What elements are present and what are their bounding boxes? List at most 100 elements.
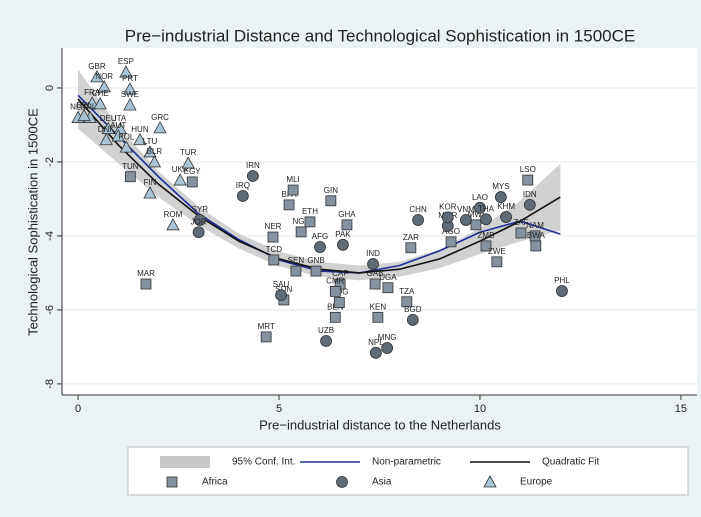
point-label: MNG bbox=[378, 333, 397, 342]
data-point bbox=[119, 65, 133, 78]
point-label: BEL bbox=[77, 101, 93, 110]
point-label: IRL bbox=[84, 103, 97, 112]
point-label: SDN bbox=[275, 285, 292, 294]
data-point bbox=[268, 254, 280, 266]
point-label: MLI bbox=[286, 175, 299, 184]
data-point bbox=[337, 238, 349, 251]
y-tick-label: -2 bbox=[44, 157, 56, 167]
legend-label: Europe bbox=[520, 477, 553, 488]
point-label: ROM bbox=[164, 210, 183, 219]
point-label: MRT bbox=[258, 322, 275, 331]
data-point bbox=[173, 173, 187, 186]
point-label: PRT bbox=[122, 74, 138, 83]
data-point bbox=[325, 195, 337, 207]
data-point bbox=[193, 214, 206, 226]
point-label: GNB bbox=[307, 256, 324, 265]
point-label: BWA bbox=[527, 231, 546, 240]
point-label: FIN bbox=[144, 178, 157, 187]
point-label: LAO bbox=[472, 193, 488, 202]
data-point bbox=[480, 240, 492, 252]
data-point bbox=[77, 108, 91, 122]
data-point bbox=[290, 265, 302, 277]
point-label: AGO bbox=[442, 227, 460, 236]
point-label: CHE bbox=[92, 89, 109, 98]
point-label: FRA bbox=[84, 88, 101, 97]
data-point bbox=[153, 121, 167, 134]
data-point bbox=[99, 132, 113, 146]
data-point bbox=[341, 219, 353, 231]
data-point bbox=[314, 241, 326, 253]
point-label: AUT bbox=[110, 121, 126, 130]
point-label: VNM bbox=[457, 205, 475, 214]
data-point bbox=[287, 184, 299, 196]
data-point bbox=[111, 129, 125, 142]
data-point bbox=[133, 132, 147, 146]
legend bbox=[127, 446, 689, 496]
data-point bbox=[267, 231, 279, 243]
data-point bbox=[101, 121, 115, 135]
x-tick-label: 10 bbox=[474, 403, 486, 415]
y-tick-label: -4 bbox=[44, 231, 56, 241]
data-point bbox=[522, 174, 534, 186]
point-label: UZB bbox=[318, 326, 334, 335]
point-label: ITA bbox=[114, 114, 127, 123]
data-point bbox=[474, 201, 486, 214]
point-label: GBR bbox=[88, 62, 106, 71]
point-label: ZAR bbox=[403, 233, 419, 242]
data-point bbox=[275, 289, 287, 302]
legend-swatch bbox=[166, 476, 178, 488]
legend-label: Asia bbox=[372, 477, 392, 488]
point-label: NGA bbox=[292, 217, 310, 226]
data-point bbox=[166, 217, 180, 231]
data-point bbox=[530, 240, 542, 252]
data-point bbox=[304, 216, 316, 228]
data-point bbox=[470, 219, 482, 231]
data-point bbox=[406, 314, 419, 326]
point-label: SWE bbox=[121, 90, 139, 99]
y-axis-label: Technological Sophistication in 1500CE bbox=[25, 108, 40, 336]
legend-label: Africa bbox=[202, 477, 228, 488]
point-label: MYS bbox=[492, 182, 509, 191]
data-point bbox=[329, 311, 341, 323]
point-label: IND bbox=[366, 249, 380, 258]
point-label: EGY bbox=[184, 167, 202, 176]
point-label: CAF bbox=[332, 269, 348, 278]
data-point bbox=[295, 226, 307, 238]
point-label: GHA bbox=[338, 210, 356, 219]
data-point bbox=[140, 278, 152, 290]
data-point bbox=[367, 258, 379, 270]
point-label: IDN bbox=[523, 190, 537, 199]
data-point bbox=[445, 236, 457, 248]
point-label: ZWE bbox=[488, 247, 506, 256]
data-point bbox=[310, 265, 322, 277]
legend-swatch bbox=[336, 476, 348, 488]
point-label: BGD bbox=[404, 305, 422, 314]
point-label: THA bbox=[478, 204, 495, 213]
x-axis-label: Pre−industrial distance to the Netherlan… bbox=[259, 417, 501, 432]
data-point bbox=[260, 331, 272, 343]
data-point bbox=[124, 171, 136, 183]
point-label: ZMB bbox=[478, 231, 495, 240]
legend-label: Non-parametric bbox=[372, 457, 441, 468]
y-tick-label: -6 bbox=[44, 305, 56, 315]
data-point bbox=[556, 285, 568, 297]
data-point bbox=[523, 198, 536, 211]
point-label: GRC bbox=[151, 113, 169, 122]
data-point bbox=[460, 214, 472, 226]
y-tick-label: 0 bbox=[44, 85, 56, 91]
x-tick-label: 0 bbox=[75, 403, 81, 415]
point-label: POL bbox=[118, 132, 135, 141]
data-point bbox=[494, 191, 507, 203]
point-label: HUN bbox=[131, 125, 149, 134]
data-point bbox=[480, 213, 492, 226]
point-label: BLR bbox=[147, 147, 163, 156]
data-point bbox=[85, 96, 99, 109]
point-label: DNK bbox=[98, 125, 116, 134]
data-point bbox=[97, 80, 111, 93]
point-label: NAM bbox=[526, 221, 544, 230]
point-label: MWI bbox=[468, 210, 484, 219]
plot-area bbox=[62, 48, 697, 395]
legend-swatch bbox=[160, 456, 210, 468]
point-label: AFG bbox=[312, 232, 328, 241]
